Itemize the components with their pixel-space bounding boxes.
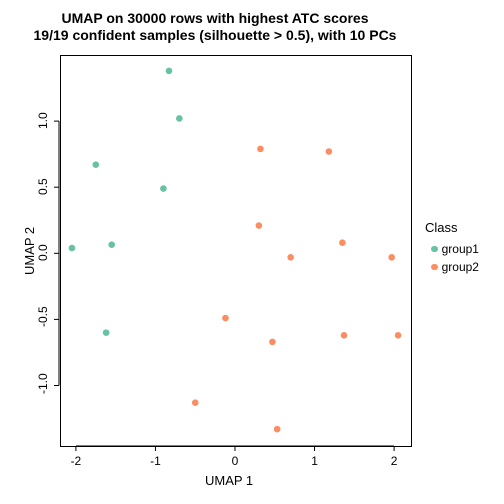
y-tick-label: 0.0: [36, 245, 52, 261]
chart-title: UMAP on 30000 rows with highest ATC scor…: [0, 10, 430, 44]
legend-dot-icon: [431, 246, 438, 253]
x-tick-label: 0: [220, 454, 250, 468]
chart-container: UMAP on 30000 rows with highest ATC scor…: [0, 0, 504, 504]
y-tick-label: 0.5: [36, 179, 52, 195]
x-tick-label: -2: [61, 454, 91, 468]
legend-label: group2: [442, 260, 479, 274]
y-tick-label: -0.5: [36, 311, 52, 327]
x-axis-label: UMAP 1: [205, 473, 253, 488]
title-line1: UMAP on 30000 rows with highest ATC scor…: [61, 10, 368, 26]
x-tick-label: 1: [300, 454, 330, 468]
y-tick-label: -1.0: [36, 378, 52, 394]
legend-title: Class: [425, 220, 458, 235]
x-tick-label: -1: [140, 454, 170, 468]
x-tick-label: 2: [379, 454, 409, 468]
legend-dot-icon: [431, 264, 438, 271]
legend-item-group1: group1: [431, 242, 479, 256]
y-tick-label: 1.0: [36, 113, 52, 129]
legend-item-group2: group2: [431, 260, 479, 274]
title-line2: 19/19 confident samples (silhouette > 0.…: [34, 27, 397, 43]
legend-label: group1: [442, 242, 479, 256]
y-axis-label: UMAP 2: [22, 227, 37, 275]
plot-area: [60, 55, 412, 447]
